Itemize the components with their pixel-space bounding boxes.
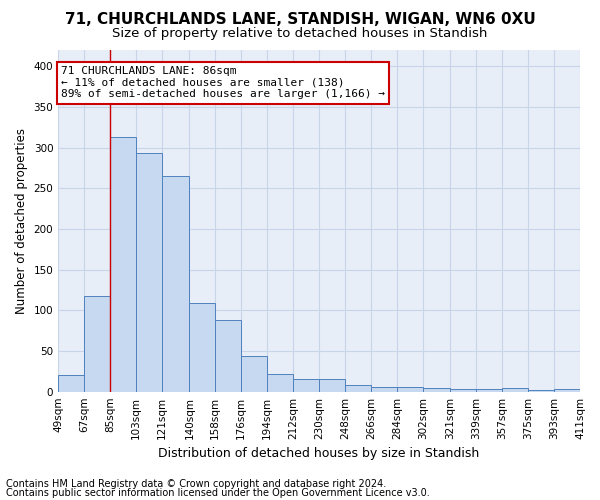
Bar [502, 388, 528, 392]
X-axis label: Distribution of detached houses by size in Standish: Distribution of detached houses by size … [158, 447, 480, 460]
Bar [241, 356, 267, 392]
Bar [190, 303, 215, 392]
Bar [110, 137, 136, 392]
Bar [319, 378, 345, 392]
Bar [397, 387, 423, 392]
Bar [528, 390, 554, 392]
Text: Contains public sector information licensed under the Open Government Licence v3: Contains public sector information licen… [6, 488, 430, 498]
Bar [84, 296, 110, 392]
Text: 71, CHURCHLANDS LANE, STANDISH, WIGAN, WN6 0XU: 71, CHURCHLANDS LANE, STANDISH, WIGAN, W… [65, 12, 535, 28]
Bar [450, 389, 476, 392]
Y-axis label: Number of detached properties: Number of detached properties [15, 128, 28, 314]
Bar [345, 385, 371, 392]
Bar [371, 387, 397, 392]
Bar [554, 389, 580, 392]
Bar [267, 374, 293, 392]
Bar [476, 389, 502, 392]
Bar [58, 376, 84, 392]
Bar [136, 154, 162, 392]
Text: 71 CHURCHLANDS LANE: 86sqm
← 11% of detached houses are smaller (138)
89% of sem: 71 CHURCHLANDS LANE: 86sqm ← 11% of deta… [61, 66, 385, 100]
Text: Contains HM Land Registry data © Crown copyright and database right 2024.: Contains HM Land Registry data © Crown c… [6, 479, 386, 489]
Bar [162, 176, 190, 392]
Text: Size of property relative to detached houses in Standish: Size of property relative to detached ho… [112, 28, 488, 40]
Bar [215, 320, 241, 392]
Bar [293, 378, 319, 392]
Bar [423, 388, 450, 392]
